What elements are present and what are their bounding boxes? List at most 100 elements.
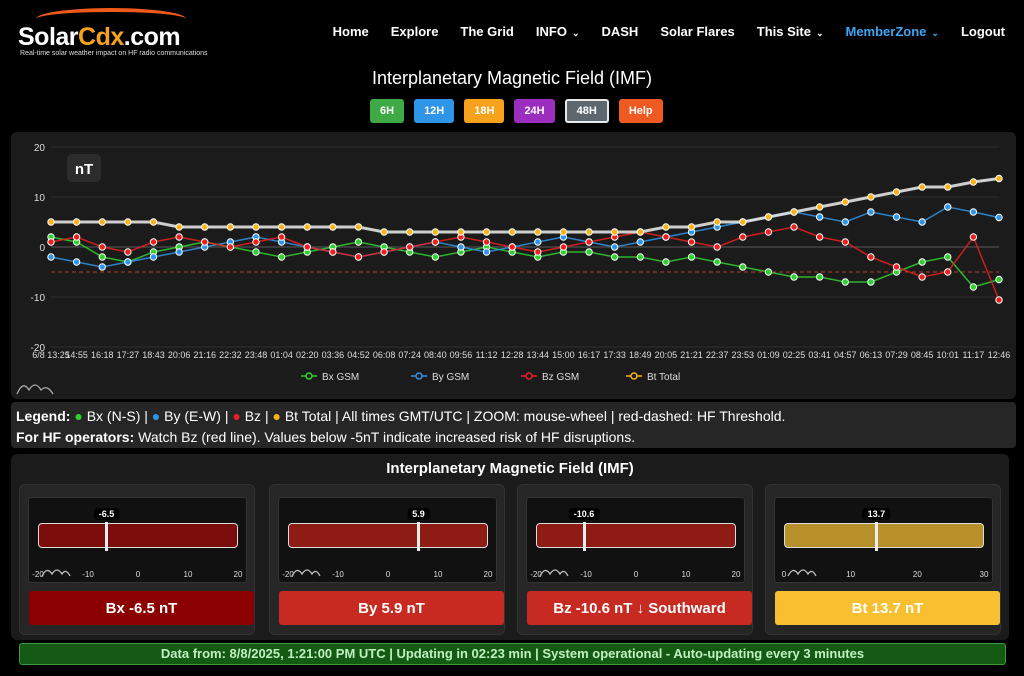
gauge-bt: 13.7 0 10 20 30 [774, 497, 993, 583]
y-tick-label: -20 [31, 343, 46, 354]
data-point-bz-gsm [815, 233, 824, 241]
gauge-tick-label: -20 [282, 570, 294, 579]
imf-chart-panel[interactable]: 20 10 0 -10 -20 6/8 13:25 14:55 16:18 17:27 18:43… [11, 132, 1016, 399]
main-menu: Home Explore The Grid INFO ⌄ DASH Solar Flares… [322, 24, 1016, 39]
data-point-by-gsm [944, 203, 952, 211]
logo-sun-arc [36, 8, 186, 30]
gauge-value-label-bt: 13.7 [862, 508, 891, 520]
nav-item-dash[interactable]: DASH [601, 24, 639, 39]
gauge-value-label-by: 5.9 [407, 508, 430, 520]
data-point-bz-gsm [226, 243, 235, 251]
data-point-bt-total [380, 228, 388, 236]
data-point-bx-gsm [764, 268, 773, 276]
nav-item-the-grid[interactable]: The Grid [460, 24, 514, 39]
nav-item-home[interactable]: Home [332, 24, 369, 39]
gauge-button-bt[interactable]: Bt 13.7 nT [775, 591, 1000, 625]
data-point-bt-total [841, 198, 849, 206]
data-point-by-gsm [175, 248, 183, 256]
series-line-bz-gsm [50, 226, 1000, 301]
data-point-bx-gsm [585, 248, 593, 256]
data-point-bz-gsm [329, 248, 337, 256]
site-logo[interactable]: SolarCdx.com Real-time solar weather imp… [14, 6, 208, 58]
gauge-value-label-bx: -6.5 [93, 508, 120, 520]
legend-bz-dot: ● [232, 408, 241, 424]
legend-tail-text: All times GMT/UTC | ZOOM: mouse-wheel | … [341, 408, 786, 424]
data-point-bz-gsm [764, 228, 773, 236]
data-point-bz-gsm [124, 248, 132, 256]
nav-item-this-site[interactable]: This Site ⌄ [756, 24, 824, 39]
nav-item-memberzone[interactable]: MemberZone ⌄ [845, 24, 939, 39]
data-point-bx-gsm [687, 253, 696, 261]
gauge-tick-label: 0 [135, 570, 141, 579]
legend-swatch-marker [305, 372, 313, 380]
chart-legend-item[interactable]: By GSM [432, 372, 469, 383]
time-range-buttons: 6H 12H 18H 24H 48H Help [370, 99, 663, 123]
data-point-bz-gsm [47, 238, 55, 246]
gauge-tick-label: 30 [979, 570, 989, 579]
gauge-tick-label: 20 [483, 570, 493, 579]
x-tick-label: 16:17 [578, 350, 601, 360]
nav-item-info[interactable]: INFO ⌄ [535, 24, 580, 39]
chart-legend-item[interactable]: Bx GSM [322, 372, 359, 383]
data-point-bx-gsm [98, 253, 106, 261]
x-tick-label: 04:57 [834, 350, 857, 360]
data-point-bx-gsm [662, 258, 670, 266]
data-point-bz-gsm [534, 248, 542, 256]
data-point-by-gsm [149, 253, 158, 261]
chart-legend-item[interactable]: Bz GSM [542, 372, 579, 383]
x-tick-label: 23:53 [732, 350, 755, 360]
data-point-by-gsm [124, 258, 132, 266]
hf-note-text: Watch Bz (red line). Values below -5nT i… [138, 429, 636, 445]
data-point-bt-total [815, 203, 824, 211]
gauge-tick-label: 0 [781, 570, 787, 579]
x-tick-label: 03:36 [322, 350, 345, 360]
data-point-bt-total [892, 188, 901, 196]
legend-swatch-marker [525, 372, 533, 380]
hf-note-label: For HF operators: [16, 429, 135, 445]
data-point-bt-total [687, 223, 696, 231]
data-point-bt-total [944, 183, 952, 191]
y-tick-label: 20 [34, 143, 46, 154]
chart-legend-item[interactable]: Bt Total [647, 372, 680, 383]
x-tick-label: 12:46 [988, 350, 1011, 360]
range-button-24h[interactable]: 24H [514, 99, 555, 123]
data-point-bt-total [72, 218, 81, 226]
gauge-tick-label: -10 [580, 570, 592, 579]
data-point-by-gsm [98, 263, 106, 271]
gauge-tick-label: 10 [183, 570, 193, 579]
data-point-bz-gsm [841, 238, 849, 246]
data-point-bx-gsm [841, 278, 849, 286]
legend-by-text: By (E-W) [164, 408, 221, 424]
x-tick-label: 13:44 [527, 350, 550, 360]
range-button-18h[interactable]: 18H [464, 99, 505, 123]
data-point-bx-gsm [636, 253, 644, 261]
range-button-help[interactable]: Help [618, 99, 663, 123]
range-button-48h[interactable]: 48H [564, 99, 609, 123]
range-button-6h[interactable]: 6H [370, 99, 405, 123]
data-point-bz-gsm [72, 233, 81, 241]
gauge-bar-bz: -10.6 [536, 508, 736, 551]
gauges-title: Interplanetary Magnetic Field (IMF) [386, 460, 634, 477]
gauge-button-bx[interactable]: Bx -6.5 nT [29, 591, 254, 625]
nav-item-solar-flares[interactable]: Solar Flares [660, 24, 735, 39]
data-point-bt-total [508, 228, 516, 236]
range-button-12h[interactable]: 12H [414, 99, 455, 123]
nav-item-logout[interactable]: Logout [960, 24, 1005, 39]
gauge-button-by[interactable]: By 5.9 nT [279, 591, 504, 625]
data-point-by-gsm [892, 213, 901, 221]
gauge-tick-label: 20 [731, 570, 741, 579]
gauge-tick-label: -20 [530, 570, 542, 579]
data-point-by-gsm [457, 243, 465, 251]
nav-item-explore[interactable]: Explore [390, 24, 439, 39]
data-point-by-gsm [610, 243, 619, 251]
data-point-bz-gsm [252, 238, 260, 246]
gauge-tick-label: -10 [82, 570, 94, 579]
data-point-bt-total [277, 223, 286, 231]
data-point-bz-gsm [380, 248, 388, 256]
gauge-marker-bx [105, 522, 108, 551]
data-point-bt-total [329, 223, 337, 231]
gauge-button-bz[interactable]: Bz -10.6 nT ↓ Southward [527, 591, 752, 625]
x-tick-label: 01:04 [270, 350, 293, 360]
data-point-bz-gsm [713, 243, 721, 251]
